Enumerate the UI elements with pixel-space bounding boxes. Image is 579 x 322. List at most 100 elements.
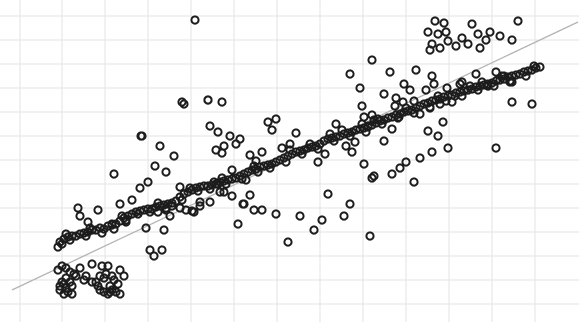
data-point-0-209 [291, 128, 301, 138]
data-point-0-316 [339, 211, 349, 221]
data-point-0-268 [367, 173, 377, 183]
data-point-0-201 [491, 67, 501, 77]
data-point-0-291 [141, 223, 151, 233]
data-point-0-254 [495, 31, 505, 41]
data-point-0-146 [409, 108, 419, 118]
data-point-0-120 [535, 62, 545, 72]
data-point-0-247 [443, 36, 453, 46]
data-point-0-193 [438, 117, 448, 127]
data-point-0-131 [177, 195, 187, 205]
data-point-0-298 [165, 211, 175, 221]
data-point-0-82 [383, 113, 393, 123]
data-point-0-243 [423, 27, 433, 37]
data-point-0-133 [205, 184, 215, 194]
data-point-0-207 [263, 117, 273, 127]
data-point-0-214 [245, 150, 255, 160]
data-point-0-246 [439, 18, 449, 28]
data-point-0-345 [119, 271, 129, 281]
data-point-0-261 [475, 43, 485, 53]
data-point-0-303 [195, 197, 205, 207]
data-point-0-362 [61, 283, 71, 293]
data-point-0-210 [285, 139, 295, 149]
data-point-0-174 [341, 141, 351, 151]
data-point-0-114 [511, 70, 521, 80]
data-point-0-74 [351, 125, 361, 135]
data-point-0-288 [121, 215, 131, 225]
data-point-0-217 [225, 131, 235, 141]
data-point-0-160 [249, 161, 259, 171]
data-point-0-343 [113, 279, 123, 289]
data-point-0-324 [415, 153, 425, 163]
data-point-0-281 [75, 211, 85, 221]
data-point-0-119 [531, 63, 541, 73]
data-point-0-309 [257, 205, 267, 215]
data-point-0-334 [71, 271, 81, 281]
data-point-0-356 [81, 271, 91, 281]
data-point-0-320 [387, 169, 397, 179]
data-point-0-371 [136, 131, 146, 141]
data-point-0-289 [127, 195, 137, 205]
data-point-0-179 [363, 122, 373, 132]
data-point-0-222 [227, 165, 237, 175]
data-point-0-132 [193, 186, 203, 196]
data-point-0-219 [213, 127, 223, 137]
data-point-0-257 [425, 45, 435, 55]
data-point-0-169 [529, 61, 539, 71]
data-point-0-266 [359, 112, 369, 122]
data-point-0-344 [115, 265, 125, 275]
data-point-0-355 [75, 263, 85, 273]
data-point-0-197 [463, 85, 473, 95]
data-point-0-158 [185, 183, 195, 193]
data-point-0-157 [153, 198, 163, 208]
data-point-0-245 [433, 29, 443, 39]
data-point-0-280 [507, 77, 517, 87]
data-point-0-276 [391, 93, 401, 103]
data-point-0-199 [477, 77, 487, 87]
data-point-0-373 [177, 97, 187, 107]
data-point-0-122 [57, 239, 67, 249]
data-point-0-188 [409, 96, 419, 106]
data-point-0-181 [373, 114, 383, 124]
data-point-0-256 [513, 16, 523, 26]
data-point-0-124 [81, 231, 91, 241]
data-point-0-175 [347, 147, 357, 157]
data-point-0-346 [97, 261, 107, 271]
data-point-0-140 [313, 144, 323, 154]
data-point-0-271 [385, 67, 395, 77]
data-point-0-192 [435, 99, 445, 109]
data-point-0-227 [219, 187, 229, 197]
data-point-0-208 [271, 114, 281, 124]
data-point-0-357 [87, 259, 97, 269]
data-point-0-277 [457, 77, 467, 87]
data-point-0-212 [257, 147, 267, 157]
data-point-0-302 [189, 207, 199, 217]
data-point-0-117 [523, 66, 533, 76]
data-point-0-109 [491, 76, 501, 86]
data-point-0-166 [433, 91, 443, 101]
data-point-0-326 [433, 131, 443, 141]
data-point-0-224 [245, 190, 255, 200]
data-point-0-163 [337, 125, 347, 135]
data-point-0-297 [159, 225, 169, 235]
data-point-0-290 [135, 183, 145, 193]
data-point-0-255 [507, 35, 517, 45]
data-point-0-241 [217, 97, 227, 107]
data-point-0-138 [281, 157, 291, 167]
data-point-0-310 [271, 209, 281, 219]
data-point-0-317 [345, 199, 355, 209]
data-point-0-253 [485, 27, 495, 37]
data-point-0-258 [435, 43, 445, 53]
data-point-0-249 [457, 33, 467, 43]
data-point-0-206 [267, 125, 277, 135]
data-point-0-234 [161, 167, 171, 177]
data-point-0-284 [93, 205, 103, 215]
data-point-0-43 [227, 174, 237, 184]
data-point-0-136 [253, 167, 263, 177]
data-point-0-292 [145, 245, 155, 255]
data-point-0-190 [423, 126, 433, 136]
data-point-0-173 [331, 119, 341, 129]
data-point-0-239 [179, 99, 189, 109]
data-point-0-372 [211, 145, 221, 155]
data-point-0-351 [69, 269, 79, 279]
